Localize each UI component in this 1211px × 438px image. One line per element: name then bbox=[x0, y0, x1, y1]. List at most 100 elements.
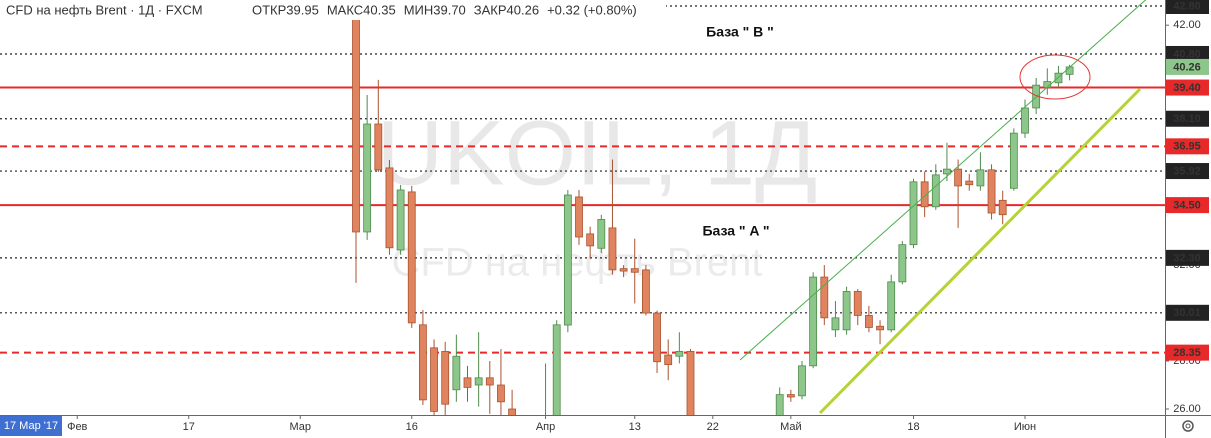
x-tick-label: Май bbox=[780, 421, 802, 433]
candle-body bbox=[586, 233, 595, 247]
candle-body bbox=[876, 325, 884, 331]
candle-body bbox=[396, 189, 405, 251]
level-label: 42.80 bbox=[1173, 0, 1201, 12]
level-label: 35.92 bbox=[1173, 165, 1201, 177]
candle-body bbox=[775, 394, 784, 415]
x-tick-label: Апр bbox=[536, 421, 555, 433]
watermark-subtitle: CFD на нефть Brent bbox=[391, 241, 762, 285]
level-label: 39.40 bbox=[1173, 82, 1201, 94]
x-tick-label: 22 bbox=[707, 421, 719, 433]
level-label: 38.10 bbox=[1173, 113, 1201, 125]
candle-body bbox=[653, 312, 661, 363]
highlight-ellipse bbox=[1019, 54, 1091, 100]
time-axis: Фев 17 Мар 16 Апр 13 22 Май 18 Июн bbox=[67, 415, 1036, 433]
candle-body bbox=[407, 191, 416, 324]
drawings bbox=[739, 0, 1147, 415]
candle-body bbox=[920, 181, 929, 208]
last-price-bg bbox=[1166, 58, 1209, 75]
candle-body bbox=[998, 199, 1007, 216]
candle-body bbox=[1021, 107, 1029, 134]
candle-body bbox=[909, 181, 918, 246]
ohlc-value: МИН39.70 bbox=[404, 2, 466, 17]
x-tick-label: Июн bbox=[1014, 421, 1036, 433]
candles bbox=[352, 0, 1074, 415]
settings-icon[interactable] bbox=[1182, 420, 1194, 432]
price-axis: 26.0028.0032.0042.0042.8040.8039.4038.10… bbox=[1165, 0, 1209, 415]
candle-body bbox=[898, 244, 907, 283]
candle-body bbox=[441, 351, 450, 405]
x-tick-label: 16 bbox=[406, 421, 418, 433]
candle-body bbox=[831, 317, 840, 331]
candle-body bbox=[853, 291, 862, 316]
candle-body bbox=[619, 268, 628, 272]
candle-body bbox=[352, 14, 360, 233]
level-label-bg bbox=[1166, 249, 1209, 266]
candle-body bbox=[563, 194, 572, 326]
candle-body bbox=[608, 227, 617, 271]
candle-body bbox=[664, 354, 673, 366]
y-tick-label: 26.00 bbox=[1173, 403, 1201, 415]
ohlc-value: ОТКР39.95 bbox=[252, 2, 319, 17]
level-label-bg bbox=[1166, 79, 1209, 96]
candle-body bbox=[575, 196, 583, 238]
level-label-bg bbox=[1166, 344, 1209, 361]
level-label-bg bbox=[1166, 138, 1209, 155]
watermark-group: UKOIL, 1Д CFD на нефть Brent bbox=[377, 102, 818, 284]
level-label-bg bbox=[1166, 45, 1209, 62]
candle-body bbox=[642, 269, 650, 314]
change-value: +0.32 (+0.80%) bbox=[547, 2, 637, 17]
candle-body bbox=[976, 169, 985, 187]
candle-body bbox=[430, 347, 438, 412]
candle-body bbox=[686, 351, 695, 415]
candle-body bbox=[474, 377, 483, 386]
level-label: 32.30 bbox=[1173, 252, 1201, 264]
candle-body bbox=[1054, 72, 1063, 84]
level-label-bg bbox=[1166, 0, 1209, 14]
candle-body bbox=[965, 180, 974, 186]
candle-body bbox=[842, 291, 851, 331]
level-label-bg bbox=[1166, 197, 1209, 214]
level-label: 34.50 bbox=[1173, 200, 1201, 212]
annotation: База " B " bbox=[706, 24, 774, 40]
candle-body bbox=[675, 351, 684, 357]
candle-body bbox=[954, 168, 962, 187]
ohlc-value: ЗАКР40.26 bbox=[474, 2, 539, 17]
x-tick-label: 18 bbox=[907, 421, 919, 433]
candle-body bbox=[943, 168, 951, 175]
level-label: 40.80 bbox=[1173, 48, 1201, 60]
ohlc-value: МАКС40.35 bbox=[327, 2, 396, 17]
candle-body bbox=[931, 174, 940, 208]
candle-body bbox=[552, 324, 561, 415]
candle-body bbox=[374, 123, 383, 171]
candle-body bbox=[418, 324, 427, 401]
candle-body bbox=[597, 219, 606, 249]
x-tick-label: Мар bbox=[289, 421, 311, 433]
candle-body bbox=[497, 384, 505, 403]
symbol-title: CFD на нефть Brent · 1Д · FXCM bbox=[6, 2, 203, 17]
trend-channel-line bbox=[739, 0, 1147, 361]
annotation: База " A " bbox=[702, 223, 769, 239]
levels bbox=[0, 5, 1165, 354]
candle-body bbox=[1009, 132, 1018, 189]
cursor-label-bg bbox=[0, 416, 62, 436]
candle-body bbox=[452, 355, 461, 391]
level-label-bg bbox=[1166, 110, 1209, 127]
candle-body bbox=[820, 276, 829, 319]
candle-body bbox=[786, 394, 795, 398]
last-price-label: 40.26 bbox=[1173, 61, 1201, 73]
candle-body bbox=[987, 169, 996, 214]
level-label: 28.35 bbox=[1173, 347, 1201, 359]
cursor-label: 17 Мар '17 bbox=[4, 420, 58, 432]
candle-body bbox=[630, 268, 639, 273]
candle-body bbox=[798, 365, 806, 397]
candle-body bbox=[363, 123, 372, 233]
x-tick-label: 13 bbox=[629, 421, 641, 433]
level-label: 30.01 bbox=[1173, 307, 1201, 319]
x-tick-label: 17 bbox=[183, 421, 195, 433]
trend-support-line bbox=[818, 87, 1142, 415]
x-tick-label: Фев bbox=[67, 421, 87, 433]
y-tick-label: 42.00 bbox=[1173, 19, 1201, 31]
candle-body bbox=[887, 281, 896, 331]
level-label-bg bbox=[1166, 163, 1209, 180]
